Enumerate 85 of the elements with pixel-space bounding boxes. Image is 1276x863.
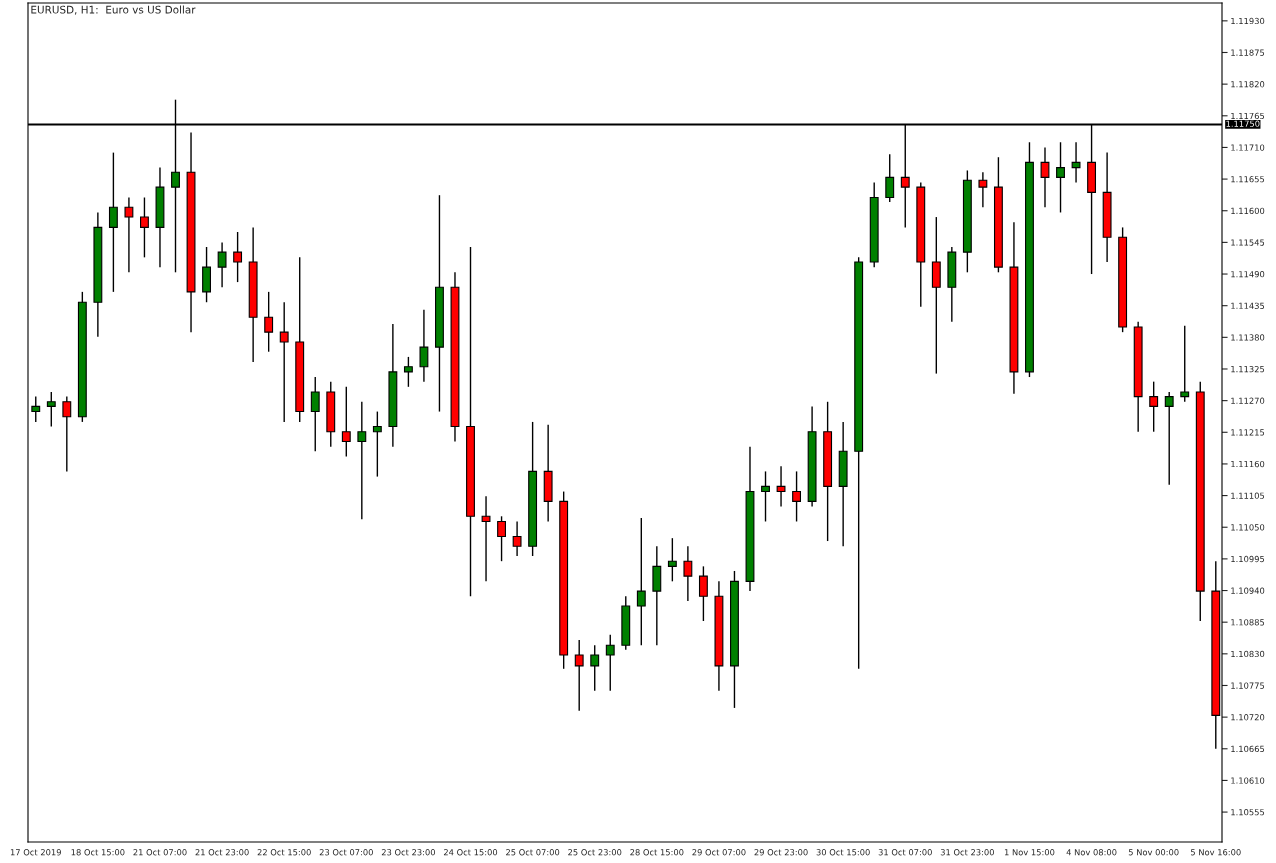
candlestick — [46, 391, 56, 428]
y-tick-label: 1.11105 — [1231, 492, 1265, 499]
x-tick-label: 29 Oct 23:00 — [754, 849, 808, 856]
y-tick-label: 1.10995 — [1231, 555, 1265, 563]
y-tick-label: 1.11325 — [1231, 365, 1265, 373]
candlestick — [574, 639, 584, 712]
candlestick — [1040, 146, 1050, 208]
candlestick — [264, 291, 274, 353]
y-tick-label: 1.11820 — [1231, 81, 1265, 88]
y-tick-label: 1.11050 — [1231, 524, 1265, 531]
candlestick — [1164, 391, 1174, 486]
y-tick-label: 1.11710 — [1231, 144, 1265, 151]
candlestick — [233, 231, 243, 283]
x-tick-label: 30 Oct 15:00 — [816, 849, 870, 856]
y-tick-label: 1.11875 — [1231, 49, 1265, 56]
y-tick-label: 1.10940 — [1231, 587, 1265, 594]
y-tick-label: 1.10665 — [1231, 745, 1265, 753]
x-tick-label: 25 Oct 23:00 — [568, 849, 622, 856]
x-tick-label: 22 Oct 15:00 — [257, 849, 311, 856]
candlestick — [605, 634, 615, 692]
candlestick — [140, 196, 149, 259]
ref-line-label: 1.11750 — [1226, 120, 1260, 127]
candlestick — [497, 515, 506, 562]
y-tick-label: 1.11930 — [1231, 17, 1265, 25]
y-tick-label: 1.11765 — [1231, 112, 1265, 120]
x-tick-label: 23 Oct 23:00 — [381, 849, 436, 856]
candlestick — [1149, 380, 1159, 433]
y-tick-label: 1.11545 — [1231, 239, 1265, 246]
x-tick-label: 31 Oct 07:00 — [878, 849, 932, 856]
candlestick — [62, 395, 72, 473]
candlestick — [217, 241, 227, 288]
y-tick-label: 1.10885 — [1231, 619, 1265, 626]
candlestick — [372, 410, 382, 478]
y-tick-label: 1.11270 — [1231, 397, 1265, 404]
candlestick — [792, 470, 802, 523]
candlestick — [761, 470, 770, 523]
candlestick — [279, 301, 289, 423]
candlestick — [683, 545, 693, 602]
y-tick-label: 1.10610 — [1231, 777, 1265, 784]
x-tick-label: 21 Oct 23:00 — [195, 849, 249, 856]
candlestick — [341, 386, 351, 458]
candlestick — [776, 465, 786, 508]
y-tick-label: 1.10830 — [1231, 650, 1265, 658]
candlestick — [667, 537, 677, 583]
y-tick-label: 1.11600 — [1231, 207, 1265, 215]
x-tick-label: 25 Oct 07:00 — [506, 849, 560, 856]
candlestick — [310, 376, 320, 452]
candlestick — [698, 565, 708, 622]
y-tick-label: 1.10555 — [1231, 809, 1265, 816]
candlestick — [512, 520, 522, 557]
y-tick-label: 1.11380 — [1231, 334, 1265, 341]
candlestick — [590, 644, 600, 692]
x-tick-label: 5 Nov 00:00 — [1128, 849, 1179, 856]
y-tick-label: 1.10775 — [1231, 682, 1265, 689]
y-tick-label: 1.11655 — [1231, 176, 1265, 183]
candlestick — [419, 309, 429, 383]
y-tick-label: 1.11435 — [1231, 302, 1265, 309]
x-tick-label: 17 Oct 2019 — [10, 849, 61, 856]
y-tick-label: 1.10720 — [1231, 714, 1265, 721]
candlestick — [403, 356, 413, 388]
candlestick — [1180, 325, 1190, 403]
x-tick-label: 18 Oct 15:00 — [71, 849, 125, 856]
chart-title: EURUSD, H1: Euro vs US Dollar — [31, 5, 196, 15]
x-tick-label: 4 Nov 08:00 — [1066, 849, 1117, 856]
x-tick-label: 1 Nov 15:00 — [1004, 849, 1055, 856]
candlestick — [636, 517, 646, 646]
y-tick-label: 1.11490 — [1231, 271, 1265, 278]
x-tick-label: 24 Oct 15:00 — [443, 849, 498, 856]
candlestick — [124, 196, 134, 274]
candlestick — [1071, 141, 1081, 184]
x-tick-label: 29 Oct 07:00 — [692, 849, 746, 856]
y-tick-label: 1.11215 — [1231, 429, 1265, 436]
x-tick-label: 31 Oct 23:00 — [940, 849, 994, 856]
candlestick — [357, 401, 367, 520]
x-tick-label: 21 Oct 07:00 — [133, 849, 187, 856]
candlestick — [885, 153, 895, 203]
candlestick — [481, 495, 491, 583]
candlestick — [1056, 141, 1065, 214]
candlestick — [108, 151, 118, 293]
candlestick — [31, 395, 41, 423]
x-tick-label: 5 Nov 16:00 — [1190, 849, 1241, 856]
x-tick-label: 28 Oct 15:00 — [630, 849, 684, 856]
y-tick-label: 1.11160 — [1231, 460, 1265, 468]
candlestick — [978, 171, 988, 208]
x-tick-label: 23 Oct 07:00 — [319, 849, 373, 856]
